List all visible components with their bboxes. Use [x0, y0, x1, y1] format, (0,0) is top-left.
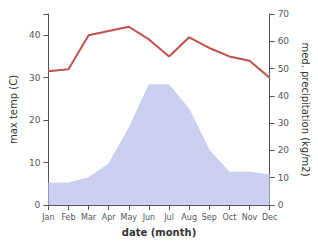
- svg-text:Feb: Feb: [61, 213, 75, 222]
- svg-text:40: 40: [29, 30, 41, 40]
- svg-text:20: 20: [29, 115, 41, 125]
- svg-text:Dec: Dec: [262, 213, 277, 222]
- svg-text:30: 30: [278, 118, 290, 128]
- svg-text:med. precipitation (kg/m2): med. precipitation (kg/m2): [300, 42, 311, 176]
- svg-text:max temp (C): max temp (C): [8, 75, 19, 144]
- svg-text:May: May: [121, 213, 138, 222]
- svg-text:Oct: Oct: [222, 213, 236, 222]
- svg-text:0: 0: [35, 200, 41, 210]
- svg-text:30: 30: [29, 73, 41, 83]
- svg-text:Mar: Mar: [81, 213, 97, 222]
- svg-text:70: 70: [278, 9, 290, 19]
- svg-text:Aug: Aug: [181, 213, 197, 222]
- svg-text:Jul: Jul: [163, 213, 174, 222]
- svg-text:10: 10: [29, 158, 41, 168]
- svg-text:date (month): date (month): [122, 227, 196, 238]
- svg-text:10: 10: [278, 173, 290, 183]
- svg-text:Nov: Nov: [242, 213, 258, 222]
- svg-text:60: 60: [278, 36, 290, 46]
- svg-text:0: 0: [278, 200, 284, 210]
- svg-text:50: 50: [278, 64, 290, 74]
- svg-text:20: 20: [278, 145, 290, 155]
- svg-text:40: 40: [278, 91, 290, 101]
- svg-text:Sep: Sep: [202, 213, 217, 222]
- svg-text:Apr: Apr: [102, 213, 117, 222]
- svg-text:Jan: Jan: [41, 213, 54, 222]
- svg-text:Jun: Jun: [142, 213, 156, 222]
